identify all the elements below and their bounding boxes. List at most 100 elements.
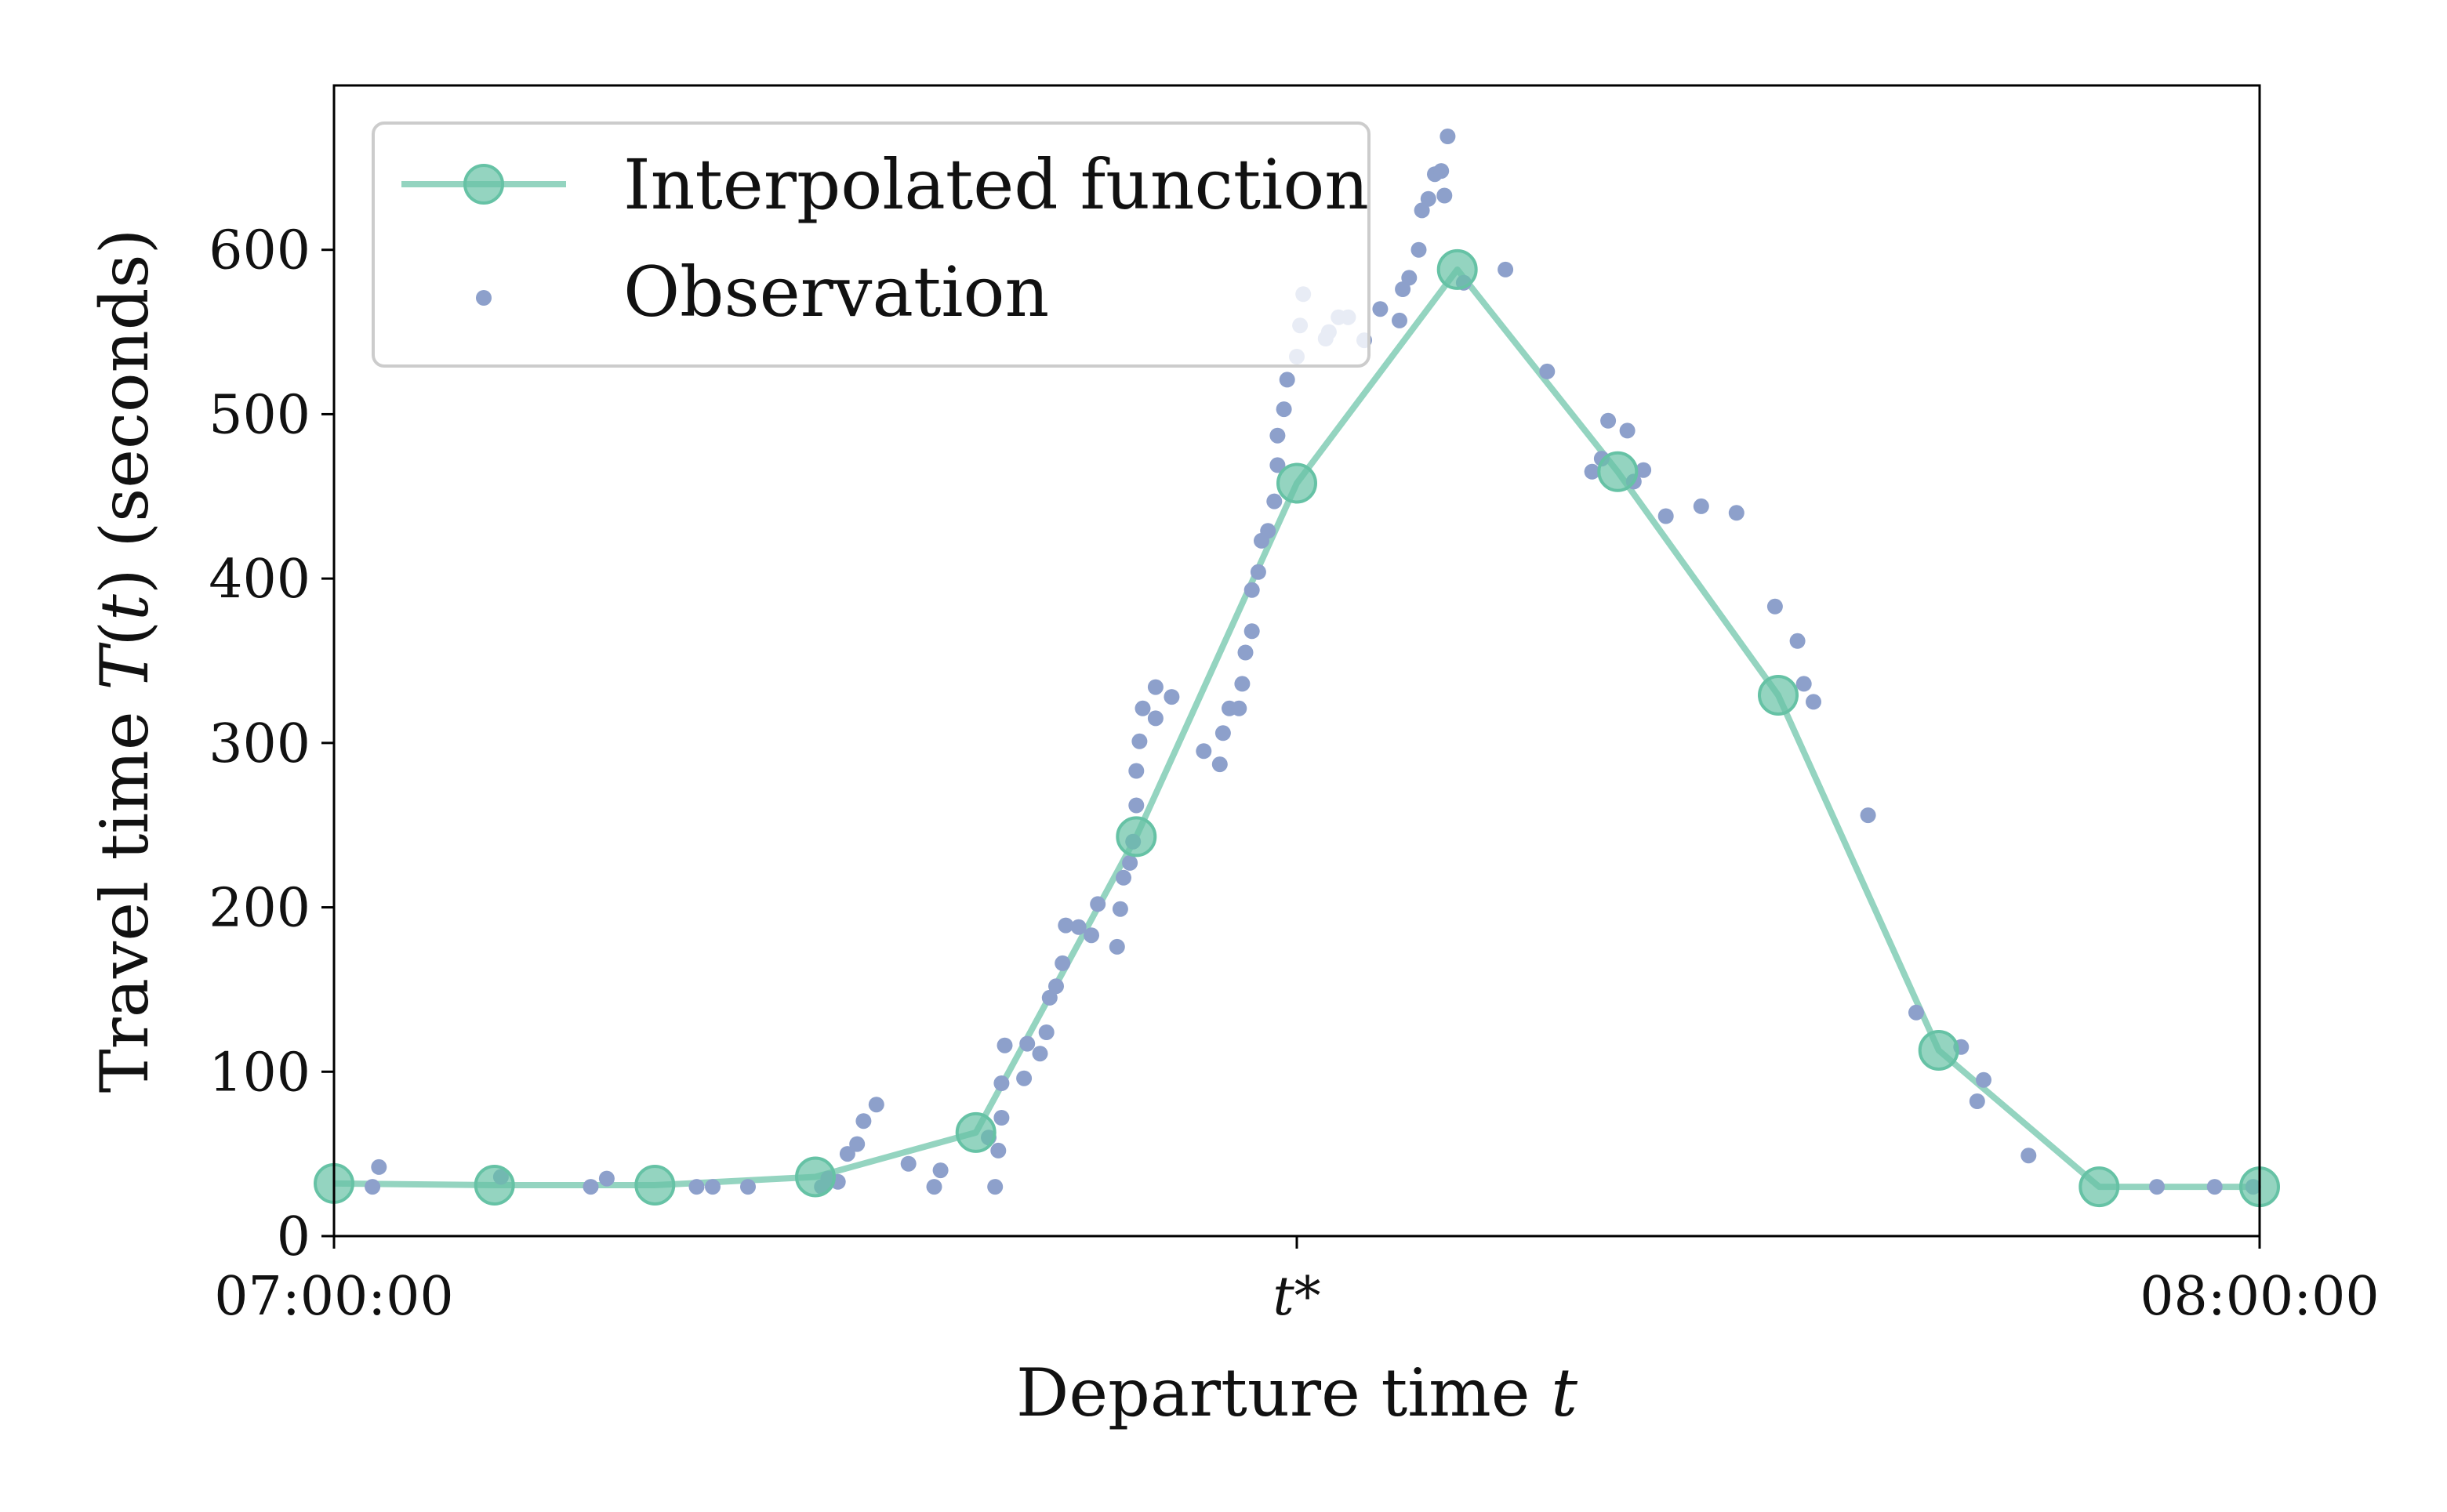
y-tick-label: 500	[209, 384, 310, 446]
observation-point	[855, 1113, 872, 1129]
observation-point	[740, 1179, 756, 1195]
observation-point	[987, 1179, 1004, 1195]
legend-label-observation: Observation	[623, 252, 1049, 332]
observation-point	[1860, 807, 1876, 824]
observation-point	[1414, 202, 1430, 219]
observation-point	[1600, 412, 1617, 429]
observation-point	[1806, 694, 1821, 710]
observation-point	[1260, 523, 1276, 539]
legend-dot-swatch	[476, 290, 492, 306]
observation-point	[1122, 854, 1138, 871]
observation-point	[1269, 427, 1286, 444]
x-tick-label: 07:00:00	[214, 1266, 453, 1328]
observation-point	[1128, 763, 1145, 779]
observation-point	[2206, 1179, 2223, 1195]
observation-point	[932, 1162, 949, 1179]
observation-point	[1237, 644, 1254, 661]
y-axis-label-suffix: (seconds)	[86, 229, 163, 548]
interpolated-marker	[1116, 816, 1157, 858]
observation-point	[1048, 978, 1064, 995]
observation-point	[1433, 163, 1450, 179]
legend-label-interpolated: Interpolated function	[623, 144, 1369, 225]
observation-point	[1164, 689, 1180, 705]
interpolated-marker	[955, 1111, 997, 1153]
observation-point	[598, 1170, 615, 1187]
observation-point	[2149, 1179, 2165, 1195]
interpolated-marker	[1758, 675, 1799, 716]
observation-point	[1231, 700, 1247, 716]
observation-point	[1539, 363, 1556, 379]
observation-point	[1243, 623, 1260, 640]
observation-point	[1269, 457, 1286, 473]
observation-point	[926, 1179, 942, 1195]
y-axis-label-arg: t	[86, 594, 163, 621]
interpolated-marker	[1597, 451, 1639, 492]
observation-point	[1070, 919, 1087, 935]
observation-point	[583, 1179, 599, 1195]
observation-point	[1392, 312, 1407, 328]
observation-point	[993, 1075, 1010, 1091]
interpolated-marker	[634, 1165, 676, 1206]
observation-point	[1055, 955, 1071, 971]
x-axis-label: Departure time t	[1016, 1354, 1577, 1431]
observation-point	[1619, 422, 1636, 439]
interpolated-marker	[1436, 248, 1478, 290]
observation-point	[1395, 281, 1411, 297]
observation-point	[1693, 498, 1709, 514]
observation-point	[1112, 901, 1128, 917]
observation-point	[1147, 710, 1164, 727]
interpolated-marker-layer	[314, 248, 2280, 1208]
observation-point	[1116, 869, 1131, 886]
observation-point	[1584, 463, 1600, 480]
observation-point	[1636, 462, 1652, 478]
observation-point	[1276, 401, 1292, 418]
y-axis-label-prefix: Travel time	[86, 711, 163, 1093]
observation-point	[1279, 372, 1295, 388]
observation-point	[868, 1097, 884, 1113]
observation-point	[900, 1155, 917, 1172]
legend-marker-swatch	[463, 164, 504, 205]
observation-point	[1041, 989, 1058, 1006]
observation-point	[1372, 301, 1389, 317]
x-tick-label: t*	[1273, 1266, 1320, 1328]
observation-point	[993, 1110, 1010, 1126]
observation-point	[1908, 1004, 1924, 1021]
observation-point	[2020, 1148, 2037, 1164]
observation-point	[1789, 633, 1806, 649]
observation-point	[1498, 261, 1514, 277]
interpolated-marker	[795, 1156, 836, 1198]
observation-point	[1728, 505, 1744, 521]
observation-point	[839, 1146, 855, 1162]
observation-point	[1214, 725, 1231, 741]
observation-point	[1401, 270, 1418, 286]
x-tick-label: 08:00:00	[2140, 1266, 2379, 1328]
observation-point	[1234, 676, 1251, 692]
observation-point	[1410, 241, 1427, 258]
x-axis-label-text: Departure time	[1016, 1354, 1530, 1431]
observation-point	[1436, 187, 1453, 204]
observation-point	[997, 1037, 1013, 1053]
observation-point	[365, 1179, 381, 1195]
interpolated-marker	[474, 1165, 515, 1206]
observation-point	[1440, 129, 1456, 144]
observation-point	[1090, 896, 1106, 912]
interpolated-marker	[1918, 1030, 1959, 1071]
observation-point	[1128, 797, 1145, 814]
observation-point	[1657, 508, 1674, 524]
observation-point	[1084, 927, 1099, 944]
interpolated-marker	[1276, 462, 1317, 504]
observation-point	[1976, 1071, 1991, 1088]
legend-box	[372, 121, 1371, 368]
observation-point	[1196, 743, 1212, 760]
observation-point	[705, 1179, 721, 1195]
y-tick-label: 100	[209, 1042, 310, 1104]
y-tick-label: 0	[277, 1206, 310, 1268]
observation-point	[990, 1142, 1007, 1158]
x-axis-label-var: t	[1551, 1354, 1577, 1431]
observation-point	[1109, 938, 1125, 955]
y-tick-label: 400	[209, 549, 310, 611]
y-axis-label: Travel time T(t) (seconds)	[86, 229, 163, 1093]
observation-point	[371, 1158, 387, 1175]
observation-point	[1766, 598, 1783, 615]
